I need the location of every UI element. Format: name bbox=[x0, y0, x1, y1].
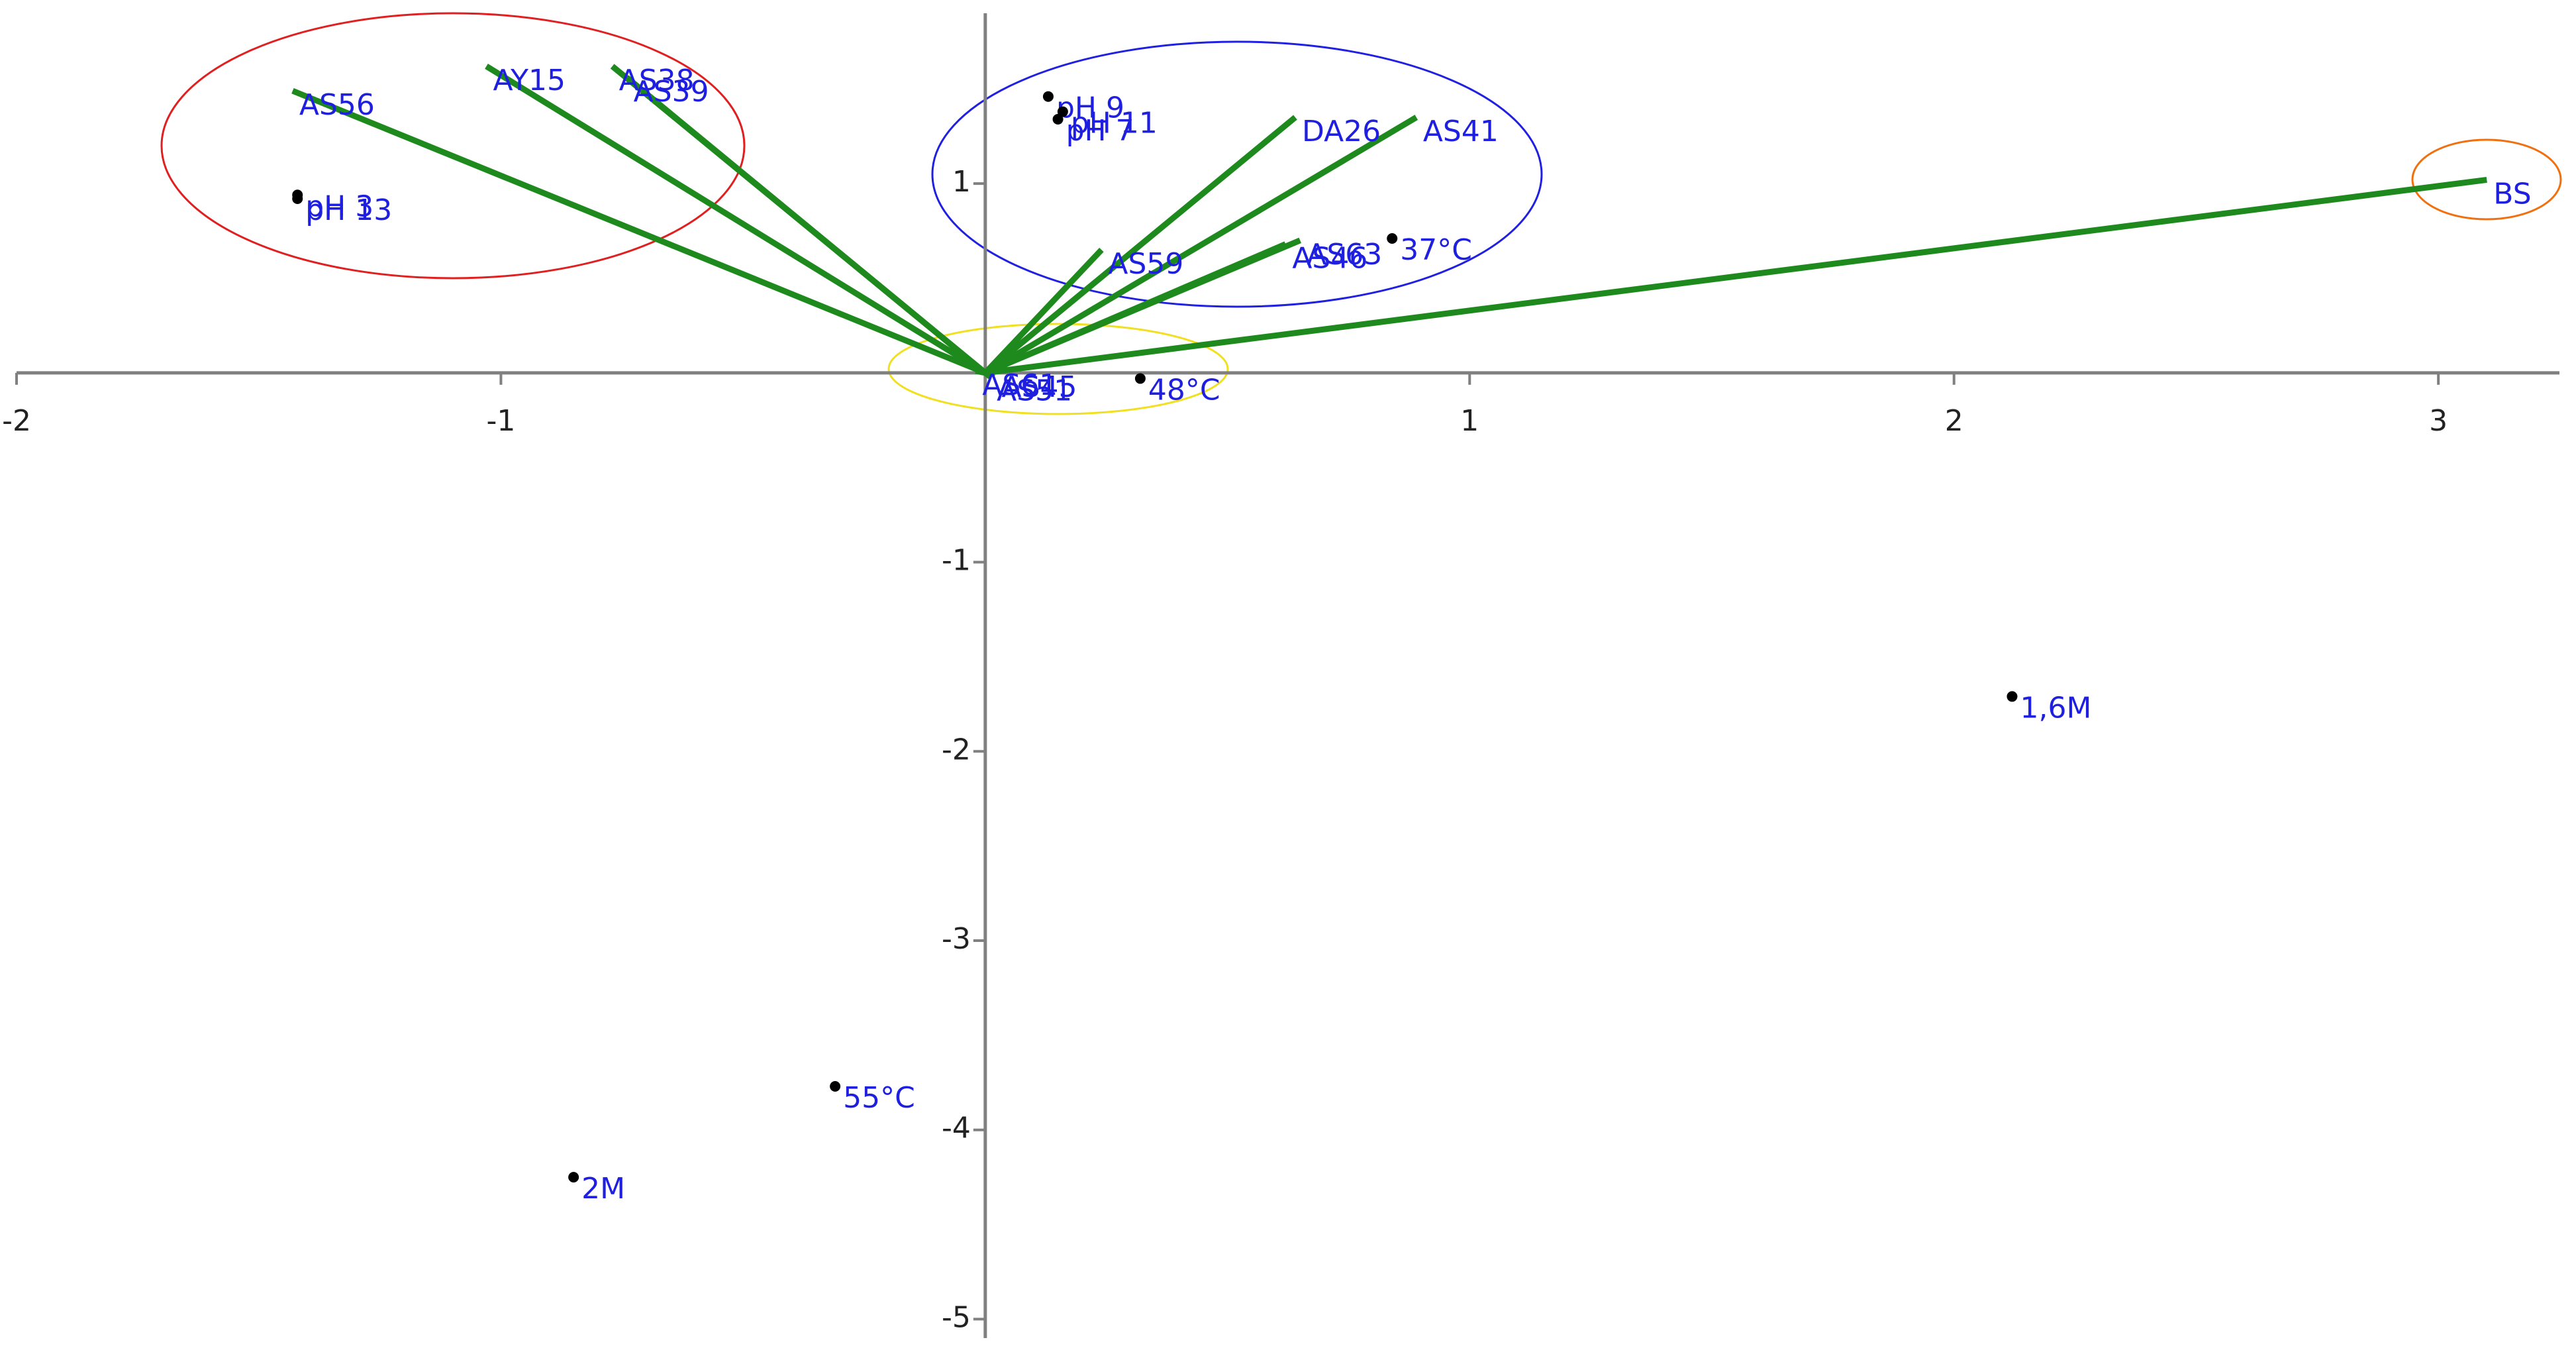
score-point bbox=[1134, 373, 1146, 384]
point-label: pH 11 bbox=[1071, 107, 1158, 140]
score-point bbox=[568, 1172, 579, 1183]
x-tick-label: 3 bbox=[2429, 404, 2448, 438]
group-ellipse bbox=[931, 40, 1543, 308]
loading-label: AS38 bbox=[619, 64, 695, 97]
loading-label: AS61 bbox=[982, 368, 1058, 402]
score-point bbox=[1052, 114, 1064, 125]
loading-vector bbox=[984, 237, 1302, 376]
loading-vector bbox=[485, 64, 987, 376]
y-tick-label: 1 bbox=[952, 165, 971, 199]
loading-vector bbox=[985, 176, 2487, 376]
y-tick-label: -3 bbox=[942, 922, 971, 956]
x-tick-label: 2 bbox=[1945, 404, 1963, 438]
loading-label: AS41 bbox=[1423, 115, 1499, 148]
loading-label: AS51 bbox=[997, 374, 1072, 408]
y-tick-label: -1 bbox=[942, 544, 971, 578]
loading-vector bbox=[983, 370, 992, 380]
group-ellipse bbox=[887, 323, 1229, 415]
loading-label: AY15 bbox=[493, 64, 566, 97]
loading-vector bbox=[983, 115, 1297, 376]
loading-label: AS45 bbox=[1001, 370, 1077, 404]
x-tick-label: -1 bbox=[486, 404, 515, 438]
point-label: pH 3 bbox=[305, 189, 373, 223]
loading-label: AS56 bbox=[299, 88, 375, 122]
score-point bbox=[292, 193, 303, 204]
loading-label: BS bbox=[2493, 177, 2531, 211]
score-point bbox=[830, 1081, 841, 1092]
score-point bbox=[1057, 106, 1068, 117]
point-label: 2M bbox=[581, 1172, 625, 1206]
point-label: 55°C bbox=[843, 1081, 915, 1115]
loading-label: AS39 bbox=[634, 75, 709, 109]
x-tick-label: 1 bbox=[1460, 404, 1479, 438]
score-point bbox=[1042, 91, 1054, 102]
loading-vector bbox=[975, 368, 986, 376]
y-tick-label: -5 bbox=[942, 1300, 971, 1334]
loading-label: DA26 bbox=[1302, 115, 1381, 148]
loading-label: AS46 bbox=[1292, 242, 1367, 276]
y-tick-label: -4 bbox=[942, 1112, 971, 1145]
loading-vector bbox=[983, 248, 1104, 375]
loading-label: AS59 bbox=[1108, 247, 1183, 281]
score-point bbox=[1387, 233, 1398, 244]
loading-vector bbox=[291, 87, 987, 376]
loading-label: AS63 bbox=[1307, 238, 1382, 272]
point-label: pH 7 bbox=[1066, 114, 1134, 148]
score-point bbox=[2006, 691, 2018, 702]
loading-vector bbox=[983, 115, 1418, 376]
point-label: 1,6M bbox=[2020, 691, 2091, 725]
point-label: pH 13 bbox=[305, 193, 392, 227]
point-label: 37°C bbox=[1400, 233, 1472, 267]
loading-vector bbox=[624, 75, 987, 376]
x-tick-label: -2 bbox=[2, 404, 31, 438]
group-ellipse bbox=[2411, 138, 2562, 221]
y-tick-label: -2 bbox=[942, 733, 971, 766]
point-label: 48°C bbox=[1148, 373, 1220, 407]
group-ellipse bbox=[160, 12, 746, 280]
point-label: pH 9 bbox=[1056, 91, 1124, 125]
